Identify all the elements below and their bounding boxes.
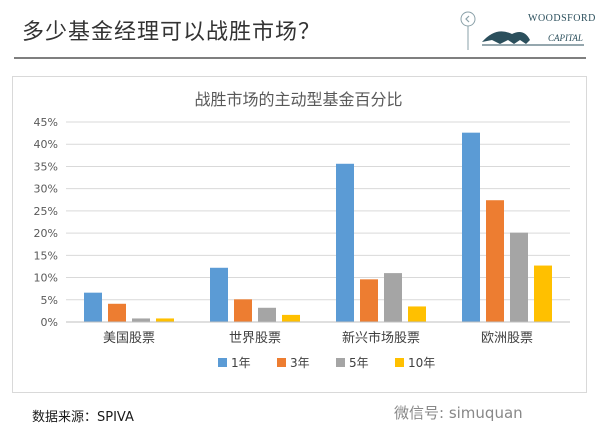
x-tick-label: 欧洲股票 [481, 331, 533, 346]
legend-swatch [277, 358, 286, 367]
data-source: 数据来源：SPIVA [32, 410, 134, 425]
y-tick-label: 30% [34, 183, 58, 196]
legend-label: 3年 [290, 356, 310, 370]
y-tick-label: 15% [34, 249, 58, 262]
legend-label: 1年 [231, 356, 251, 370]
bar [336, 163, 354, 322]
bar [108, 303, 126, 322]
bar [486, 200, 504, 322]
legend-label: 10年 [408, 356, 435, 370]
bar [156, 318, 174, 322]
bar [384, 273, 402, 322]
x-tick-label: 新兴市场股票 [342, 330, 420, 346]
logo-arrow-icon [465, 15, 470, 23]
legend-swatch [218, 358, 227, 367]
y-tick-label: 5% [41, 294, 58, 307]
y-tick-label: 20% [34, 227, 58, 240]
legend-swatch [336, 358, 345, 367]
legend-swatch [395, 358, 404, 367]
bar [534, 265, 552, 322]
bar [462, 132, 480, 322]
slide-title: 多少基金经理可以战胜市场？ [22, 20, 322, 45]
x-tick-label: 美国股票 [103, 331, 155, 346]
bar [360, 279, 378, 322]
bar [234, 299, 252, 322]
chart-title: 战胜市场的主动型基金百分比 [194, 90, 403, 109]
bar [210, 267, 228, 322]
company-logo [460, 11, 584, 50]
legend-label: 5年 [349, 356, 369, 370]
bar [258, 307, 276, 322]
watermark: 微信号: simuquan [394, 404, 523, 422]
bar [510, 232, 528, 322]
bar [84, 292, 102, 322]
logo-subname: CAPITAL [548, 33, 583, 43]
x-tick-label: 世界股票 [229, 331, 281, 346]
logo-name: WOODSFORD [528, 13, 596, 24]
y-tick-label: 45% [34, 116, 58, 129]
bar [132, 318, 150, 322]
title-divider [14, 57, 586, 59]
y-tick-label: 40% [34, 138, 58, 151]
y-tick-label: 0% [41, 316, 58, 329]
y-tick-label: 35% [34, 160, 58, 173]
bar [282, 314, 300, 322]
bar [408, 306, 426, 322]
logo-turtle-icon [482, 31, 530, 44]
y-tick-label: 25% [34, 205, 58, 218]
y-tick-label: 10% [34, 272, 58, 285]
